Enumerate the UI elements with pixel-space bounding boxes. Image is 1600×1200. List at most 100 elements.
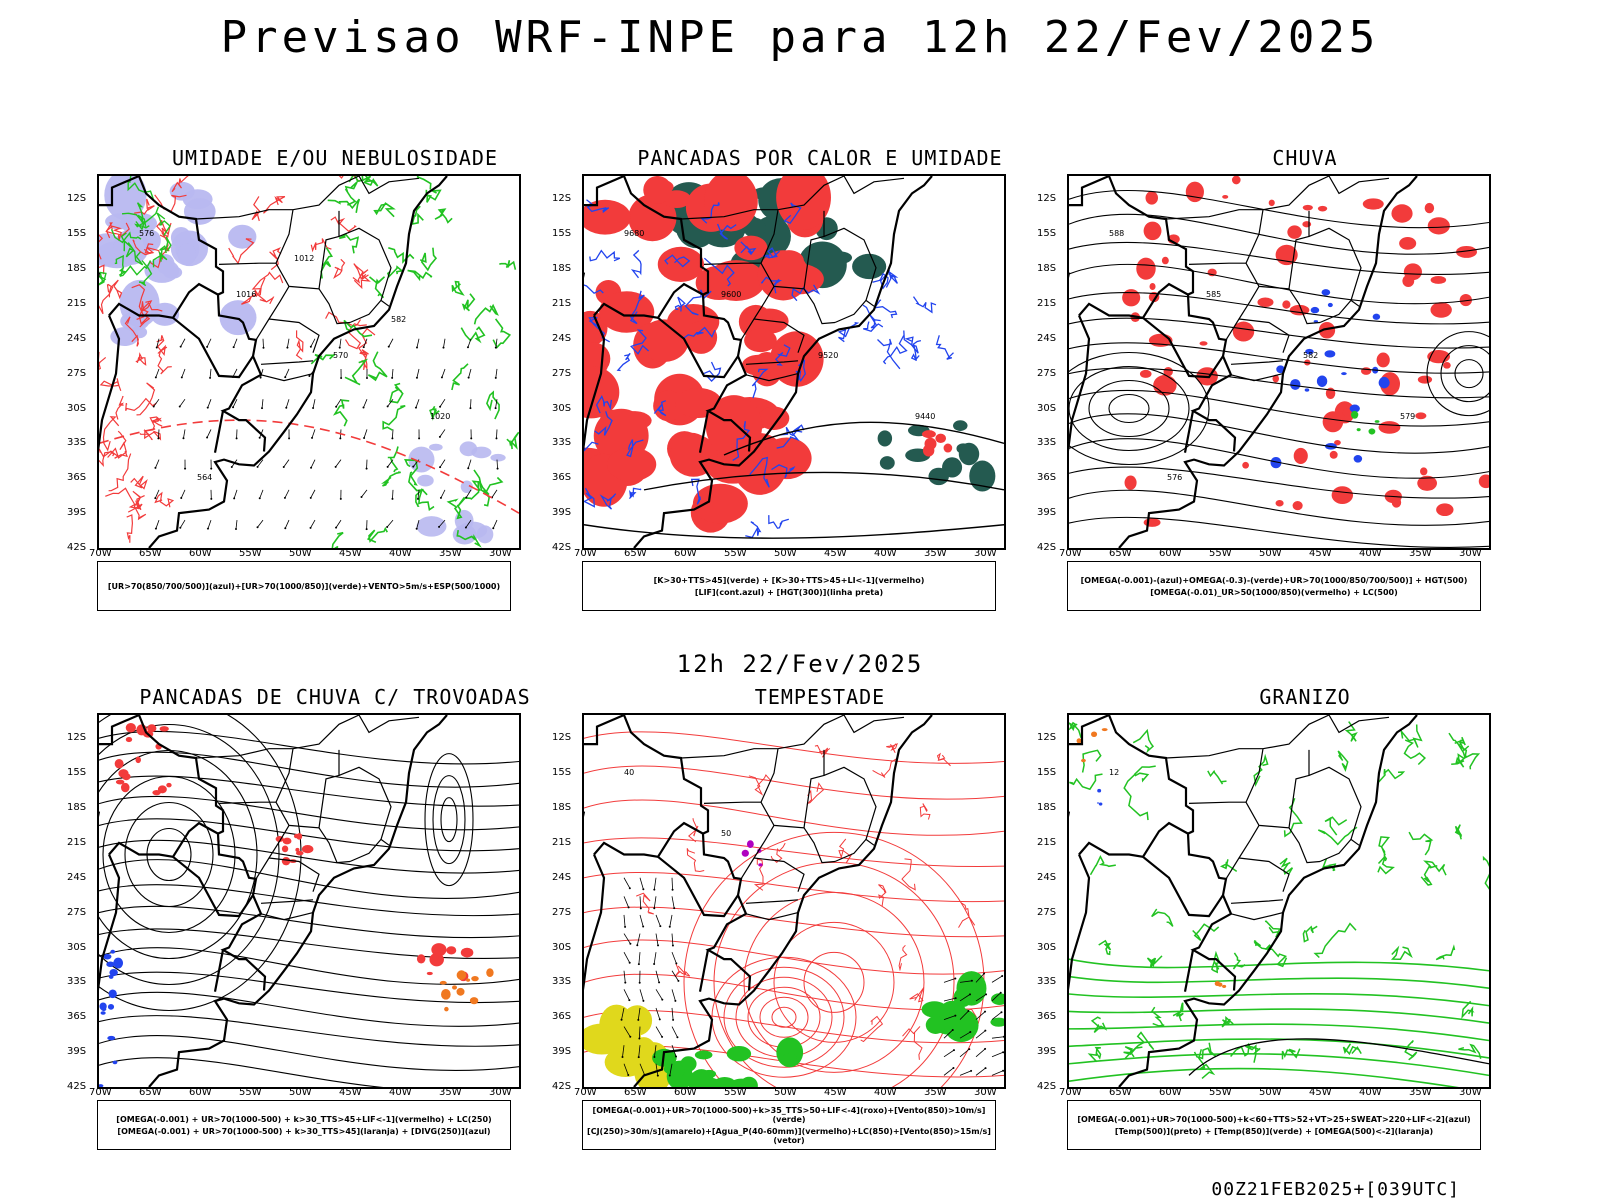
longitude-label: 45W [339, 1087, 362, 1098]
latitude-label: 30S [1037, 941, 1057, 953]
latitude-label: 39S [1037, 1046, 1057, 1058]
latitude-label: 42S [67, 1081, 87, 1092]
latitude-label: 24S [1037, 871, 1057, 883]
longitude-label: 45W [824, 548, 847, 559]
latitude-label: 18S [1037, 263, 1057, 274]
contour-label: 585 [1206, 290, 1221, 299]
longitude-label: 40W [1359, 548, 1382, 559]
longitude-label: 70W [1059, 548, 1082, 559]
longitude-label: 40W [1359, 1087, 1382, 1098]
latitude-label: 18S [552, 802, 572, 813]
weather-map[interactable]: 576 1016 570 1020 564 1012 582 [97, 174, 521, 550]
contour-label: 1020 [430, 412, 450, 421]
panel-trovoadas[interactable]: PANCADAS DE CHUVA C/ TROVOADAS 12S 15S 18S 2… [67, 685, 585, 1165]
latitude-label: 30S [552, 402, 572, 414]
weather-map[interactable]: 12 [1067, 713, 1491, 1089]
contour-label: 9600 [721, 290, 741, 299]
longitude-label: 70W [89, 548, 112, 559]
map-canvas: 9680 9600 9520 9440 [584, 176, 1004, 548]
latitude-label: 33S [552, 976, 572, 988]
legend-line: [OMEGA(-0.001)-(azul)+OMEGA(-0.3)-(verde… [1080, 575, 1468, 585]
panel-pancadas-calor[interactable]: PANCADAS POR CALOR E UMIDADE 9680 9600 9520… [552, 146, 1070, 626]
latitude-label: 27S [67, 367, 87, 379]
map-legend: [OMEGA(-0.001)+UR>70(1000-500)+k<60+TTS>… [1067, 1100, 1481, 1150]
legend-line: [Temp(500)](preto) + [Temp(850)](verde) … [1114, 1126, 1434, 1136]
latitude-label: 18S [1037, 802, 1057, 813]
latitude-label: 39S [1037, 507, 1057, 519]
panel-title: PANCADAS DE CHUVA C/ TROVOADAS [139, 685, 531, 709]
longitude-label: 45W [1309, 1087, 1332, 1098]
latitude-label: 12S [67, 732, 87, 744]
weather-map[interactable]: 588 585 582 579 576 [1067, 174, 1491, 550]
longitude-label: 50W [1259, 1087, 1282, 1098]
latitude-label: 42S [1037, 1081, 1057, 1092]
legend-line: [K>30+TTS>45](verde) + [K>30+TTS>45+LI<-… [653, 575, 925, 585]
map-canvas: 588 585 582 579 576 [1069, 176, 1489, 548]
longitude-label: 35W [924, 1087, 947, 1098]
weather-map[interactable] [97, 713, 521, 1089]
longitude-label: 30W [1459, 1087, 1482, 1098]
contour-label: 1016 [236, 290, 256, 299]
map-canvas: 40 50 [584, 715, 1004, 1087]
longitude-label: 55W [724, 548, 747, 559]
latitude-label: 12S [67, 193, 87, 205]
longitude-label: 50W [289, 1087, 312, 1098]
contour-label: 582 [1303, 351, 1318, 360]
longitude-label: 50W [289, 548, 312, 559]
contour-label: 9440 [915, 412, 935, 421]
contour-label: 9680 [624, 229, 644, 238]
panel-umidade[interactable]: UMIDADE E/OU NEBULOSIDADE 576 1016 570 1020 5… [67, 146, 585, 626]
map-legend: [OMEGA(-0.001) + UR>70(1000-500) + k>30_… [97, 1100, 511, 1150]
latitude-label: 36S [1037, 472, 1057, 484]
map-legend: [K>30+TTS>45](verde) + [K>30+TTS>45+LI<-… [582, 561, 996, 611]
latitude-label: 33S [1037, 976, 1057, 988]
longitude-label: 30W [974, 548, 997, 559]
latitude-label: 30S [67, 402, 87, 414]
panel-chuva[interactable]: CHUVA 588 585 582 579 576 12S 15S 18S 21S 24S 27S 30… [1037, 146, 1555, 626]
latitude-label: 30S [1037, 402, 1057, 414]
latitude-label: 18S [67, 802, 87, 813]
latitude-label: 12S [1037, 732, 1057, 744]
latitude-label: 24S [1037, 332, 1057, 344]
contour-label: 588 [1109, 229, 1124, 238]
longitude-label: 45W [824, 1087, 847, 1098]
longitude-label: 55W [724, 1087, 747, 1098]
latitude-label: 24S [552, 332, 572, 344]
latitude-label: 39S [67, 507, 87, 519]
latitude-label: 27S [552, 906, 572, 918]
longitude-label: 70W [89, 1087, 112, 1098]
latitude-label: 21S [552, 297, 572, 309]
legend-line: [LIF](cont.azul) + [HGT(300)](linha pret… [694, 587, 884, 597]
longitude-label: 60W [189, 548, 212, 559]
latitude-label: 15S [67, 767, 87, 779]
panel-title: UMIDADE E/OU NEBULOSIDADE [171, 146, 499, 170]
latitude-label: 15S [552, 228, 572, 240]
longitude-label: 65W [1109, 1087, 1132, 1098]
contour-label: 582 [391, 315, 406, 324]
weather-map[interactable]: 40 50 [582, 713, 1006, 1089]
longitude-label: 65W [139, 1087, 162, 1098]
longitude-label: 35W [1409, 1087, 1432, 1098]
contour-label: 50 [721, 829, 731, 838]
latitude-label: 42S [67, 542, 87, 553]
contour-label: 564 [197, 473, 212, 482]
latitude-label: 33S [67, 976, 87, 988]
longitude-label: 30W [489, 548, 512, 559]
panel-granizo[interactable]: GRANIZO 12 12S 15S 18S 21S 24S 27S 30S 33S 36S 39S 4… [1037, 685, 1555, 1165]
contour-label: 570 [333, 351, 348, 360]
longitude-label: 60W [1159, 548, 1182, 559]
map-canvas [99, 715, 519, 1087]
legend-line: [OMEGA(-0.001)+UR>70(1000-500)+k<60+TTS>… [1077, 1114, 1471, 1124]
latitude-label: 39S [552, 507, 572, 519]
latitude-label: 18S [67, 263, 87, 274]
latitude-label: 12S [552, 732, 572, 744]
panel-tempestade[interactable]: TEMPESTADE 40 50 12S 15S 18S 21S 24S 27S 30S 33S 36… [552, 685, 1070, 1165]
longitude-label: 65W [624, 1087, 647, 1098]
weather-map[interactable]: 9680 9600 9520 9440 [582, 174, 1006, 550]
longitude-label: 60W [189, 1087, 212, 1098]
latitude-label: 33S [67, 437, 87, 449]
latitude-label: 30S [552, 941, 572, 953]
longitude-label: 70W [574, 548, 597, 559]
latitude-label: 33S [552, 437, 572, 449]
map-canvas: 12 [1069, 715, 1489, 1087]
